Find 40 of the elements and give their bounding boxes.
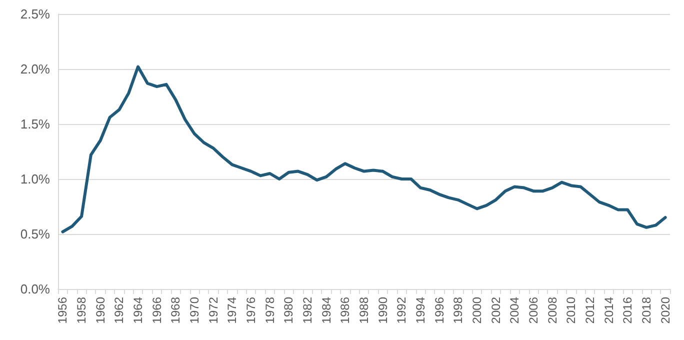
x-tick-label: 2018 (639, 296, 654, 324)
x-tick-label: 2006 (526, 296, 540, 324)
x-tick-label: 1970 (188, 296, 202, 324)
x-tick-label: 2014 (602, 296, 616, 324)
x-tick-label: 1960 (93, 296, 108, 324)
x-tick-label: 2000 (470, 296, 484, 324)
y-tick-label: 1.5% (20, 116, 50, 132)
x-tick-label: 1994 (413, 296, 428, 324)
x-tick-label: 2020 (658, 296, 672, 324)
x-tick-label: 1988 (357, 296, 371, 324)
x-tick-label: 2004 (508, 296, 522, 324)
y-tick-label: 2.0% (20, 62, 50, 76)
x-tick-label: 1956 (56, 296, 70, 324)
x-tick-label: 2012 (582, 296, 597, 324)
x-tick-label: 1962 (112, 296, 126, 324)
x-tick-label: 2010 (564, 296, 578, 324)
x-tick-label: 2016 (620, 296, 635, 324)
y-tick-label: 1.0% (20, 172, 50, 186)
y-tick-label: 0.0% (20, 282, 50, 296)
x-tick-label: 1958 (74, 296, 89, 324)
x-tick-label: 1964 (131, 296, 146, 324)
y-tick-label: 2.5% (20, 6, 50, 22)
x-tick-label: 1972 (206, 296, 220, 324)
x-tick-label: 1990 (376, 296, 390, 324)
x-tick-label: 1978 (262, 296, 277, 324)
x-tick-label: 1992 (394, 296, 409, 324)
x-tick-label: 2008 (545, 296, 560, 324)
x-tick-label: 1998 (451, 296, 466, 324)
y-tick-label: 0.5% (20, 226, 50, 242)
x-tick-label: 1966 (150, 296, 164, 324)
x-tick-label: 1984 (319, 296, 334, 324)
x-tick-label: 1980 (282, 296, 296, 324)
x-tick-label: 2002 (488, 296, 503, 324)
x-tick-label: 1976 (244, 296, 258, 324)
line-series (61, 65, 667, 234)
x-tick-label: 1974 (225, 296, 240, 324)
x-tick-label: 1996 (432, 296, 446, 324)
x-tick-label: 1982 (300, 296, 315, 324)
x-tick-label: 1986 (338, 296, 352, 324)
x-tick-label: 1968 (168, 296, 183, 324)
